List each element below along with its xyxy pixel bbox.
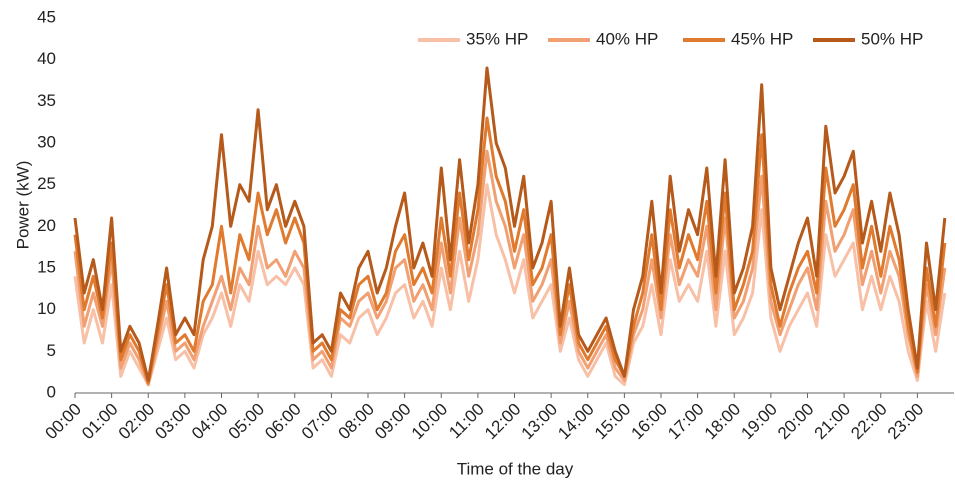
y-tick-label: 35 — [37, 91, 56, 110]
x-tick-label: 21:00 — [811, 400, 855, 444]
x-tick-label: 08:00 — [334, 400, 378, 444]
x-tick-label: 14:00 — [554, 400, 598, 444]
x-tick-label: 02:00 — [115, 400, 159, 444]
x-tick-label: 22:00 — [847, 400, 891, 444]
x-tick-label: 20:00 — [774, 400, 818, 444]
y-tick-label: 20 — [37, 216, 56, 235]
x-tick-label: 11:00 — [445, 400, 488, 443]
legend-label: 35% HP — [466, 29, 528, 48]
series-line — [73, 116, 947, 385]
y-tick-label: 30 — [37, 132, 56, 151]
series-line — [73, 66, 947, 382]
x-tick-label: 06:00 — [261, 400, 305, 444]
x-tick-label: 01:00 — [78, 400, 122, 444]
x-tick-label: 15:00 — [591, 400, 635, 444]
y-tick-label: 45 — [37, 7, 56, 26]
x-tick-label: 07:00 — [298, 400, 342, 444]
x-tick-label: 18:00 — [701, 400, 745, 444]
y-tick-label: 10 — [37, 299, 56, 318]
x-tick-label: 10:00 — [408, 400, 452, 444]
y-tick-label: 15 — [37, 257, 56, 276]
legend-label: 40% HP — [596, 29, 658, 48]
x-tick-label: 12:00 — [481, 400, 525, 444]
x-tick-label: 09:00 — [371, 400, 415, 444]
y-tick-label: 5 — [47, 341, 56, 360]
x-tick-label: 17:00 — [664, 400, 708, 444]
legend-label: 45% HP — [731, 29, 793, 48]
y-axis-title: Power (kW) — [13, 161, 32, 250]
x-tick-label: 16:00 — [627, 400, 671, 444]
x-tick-label: 05:00 — [225, 400, 269, 444]
x-tick-label: 04:00 — [188, 400, 232, 444]
x-axis-title: Time of the day — [457, 459, 574, 478]
legend-label: 50% HP — [861, 29, 923, 48]
x-tick-label: 19:00 — [737, 400, 781, 444]
x-tick-label: 00:00 — [41, 400, 85, 444]
series-line — [73, 183, 947, 387]
x-tick-label: 13:00 — [518, 400, 562, 444]
y-tick-label: 25 — [37, 174, 56, 193]
series-line — [73, 149, 947, 387]
y-tick-label: 40 — [37, 49, 56, 68]
x-tick-label: 23:00 — [884, 400, 928, 444]
y-tick-label: 0 — [47, 382, 56, 401]
x-tick-label: 03:00 — [151, 400, 195, 444]
